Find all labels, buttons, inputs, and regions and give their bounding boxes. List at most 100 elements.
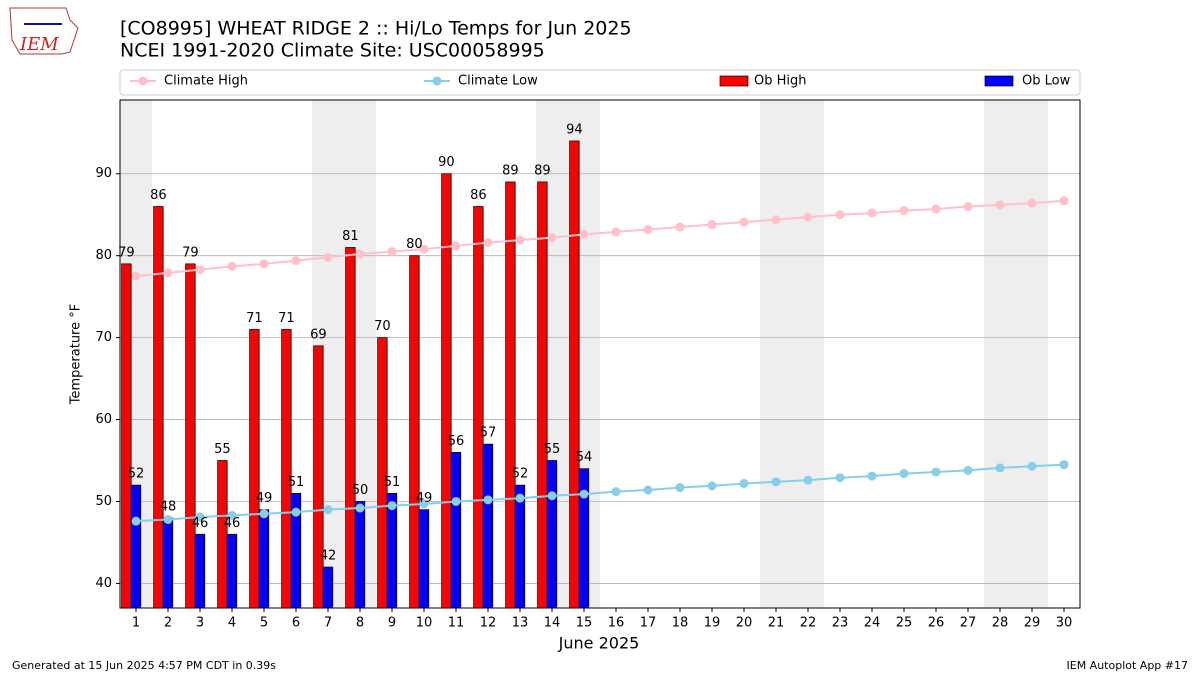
bar-value-label: 79 bbox=[182, 245, 199, 260]
weekend-shade bbox=[760, 100, 792, 608]
bar-value-label: 81 bbox=[342, 229, 359, 244]
climate-point bbox=[579, 489, 589, 499]
climate-point bbox=[899, 206, 909, 216]
climate-point bbox=[579, 229, 589, 239]
y-tick-label: 90 bbox=[95, 166, 112, 181]
climate-point bbox=[483, 495, 493, 505]
climate-point bbox=[515, 493, 525, 503]
x-tick-label: 15 bbox=[576, 616, 593, 631]
legend-label: Climate Low bbox=[458, 74, 538, 89]
legend-marker bbox=[432, 76, 442, 86]
x-tick-label: 16 bbox=[608, 616, 625, 631]
x-tick-label: 4 bbox=[228, 616, 236, 631]
legend-swatch bbox=[984, 75, 1014, 87]
climate-point bbox=[259, 509, 269, 519]
y-tick-label: 70 bbox=[95, 330, 112, 345]
legend-marker bbox=[138, 76, 148, 86]
climate-point bbox=[899, 469, 909, 479]
x-tick-label: 3 bbox=[196, 616, 204, 631]
chart-title: [CO8995] WHEAT RIDGE 2 :: Hi/Lo Temps fo… bbox=[120, 18, 632, 40]
bar bbox=[418, 509, 430, 608]
y-tick-label: 80 bbox=[95, 248, 112, 263]
climate-point bbox=[131, 271, 141, 281]
bar bbox=[537, 181, 548, 608]
bar bbox=[194, 533, 206, 608]
legend-swatch bbox=[719, 75, 749, 87]
bar bbox=[505, 181, 516, 608]
bar bbox=[185, 263, 196, 608]
bar bbox=[354, 501, 366, 608]
climate-point bbox=[707, 481, 717, 491]
climate-point bbox=[1059, 196, 1069, 206]
weekend-shade bbox=[792, 100, 824, 608]
bar bbox=[281, 329, 292, 608]
bar-value-label: 94 bbox=[566, 122, 583, 137]
x-tick-label: 30 bbox=[1056, 616, 1073, 631]
climate-point bbox=[451, 496, 461, 506]
bar bbox=[441, 173, 452, 608]
footer-right: IEM Autoplot App #17 bbox=[1067, 659, 1189, 672]
x-tick-label: 23 bbox=[832, 616, 849, 631]
bar-value-label: 50 bbox=[352, 483, 369, 498]
bar-value-label: 55 bbox=[214, 442, 231, 457]
bar-value-label: 48 bbox=[160, 499, 177, 514]
x-tick-label: 27 bbox=[960, 616, 977, 631]
x-tick-label: 24 bbox=[864, 616, 881, 631]
logo-outline bbox=[9, 7, 79, 55]
bar-value-label: 49 bbox=[416, 491, 433, 506]
bar bbox=[578, 468, 590, 608]
climate-point bbox=[163, 268, 173, 278]
bar bbox=[546, 460, 558, 608]
y-tick-label: 50 bbox=[95, 494, 112, 509]
climate-point bbox=[995, 463, 1005, 473]
footer-left: Generated at 15 Jun 2025 4:57 PM CDT in … bbox=[12, 659, 276, 672]
bar-value-label: 70 bbox=[374, 319, 391, 334]
bar-value-label: 80 bbox=[406, 237, 423, 252]
climate-point bbox=[227, 510, 237, 520]
bar-value-label: 90 bbox=[438, 155, 455, 170]
bar bbox=[473, 206, 484, 608]
climate-point bbox=[803, 475, 813, 485]
bar bbox=[130, 484, 142, 608]
bar-value-label: 56 bbox=[448, 434, 465, 449]
climate-point bbox=[739, 478, 749, 488]
climate-point bbox=[387, 247, 397, 257]
y-tick-label: 40 bbox=[95, 576, 112, 591]
x-tick-label: 11 bbox=[448, 616, 465, 631]
marks bbox=[121, 140, 1069, 608]
climate-point bbox=[931, 467, 941, 477]
x-tick-label: 20 bbox=[736, 616, 753, 631]
climate-point bbox=[963, 202, 973, 212]
climate-point bbox=[1027, 198, 1037, 208]
climate-point bbox=[547, 491, 557, 501]
x-tick-label: 22 bbox=[800, 616, 817, 631]
climate-point bbox=[355, 503, 365, 513]
bar bbox=[121, 263, 132, 608]
bar-value-label: 71 bbox=[246, 311, 263, 326]
y-axis-label: Temperature °F bbox=[69, 304, 84, 405]
bar bbox=[258, 509, 270, 608]
x-tick-label: 18 bbox=[672, 616, 689, 631]
climate-point bbox=[803, 212, 813, 222]
climate-point bbox=[867, 208, 877, 218]
bar-value-label: 71 bbox=[278, 311, 295, 326]
climate-point bbox=[675, 222, 685, 232]
x-tick-label: 5 bbox=[260, 616, 268, 631]
x-tick-label: 21 bbox=[768, 616, 785, 631]
x-tick-label: 9 bbox=[388, 616, 396, 631]
climate-point bbox=[771, 215, 781, 225]
climate-point bbox=[739, 217, 749, 227]
weekend-shade bbox=[984, 100, 1016, 608]
bar-value-label: 52 bbox=[128, 467, 145, 482]
climate-point bbox=[707, 220, 717, 230]
climate-point bbox=[1059, 460, 1069, 470]
climate-point bbox=[163, 515, 173, 525]
climate-point bbox=[515, 235, 525, 245]
x-tick-label: 17 bbox=[640, 616, 657, 631]
bar-value-label: 54 bbox=[576, 450, 593, 465]
bar bbox=[569, 140, 580, 608]
climate-point bbox=[931, 204, 941, 214]
bar-value-label: 57 bbox=[480, 426, 497, 441]
climate-point bbox=[419, 244, 429, 254]
